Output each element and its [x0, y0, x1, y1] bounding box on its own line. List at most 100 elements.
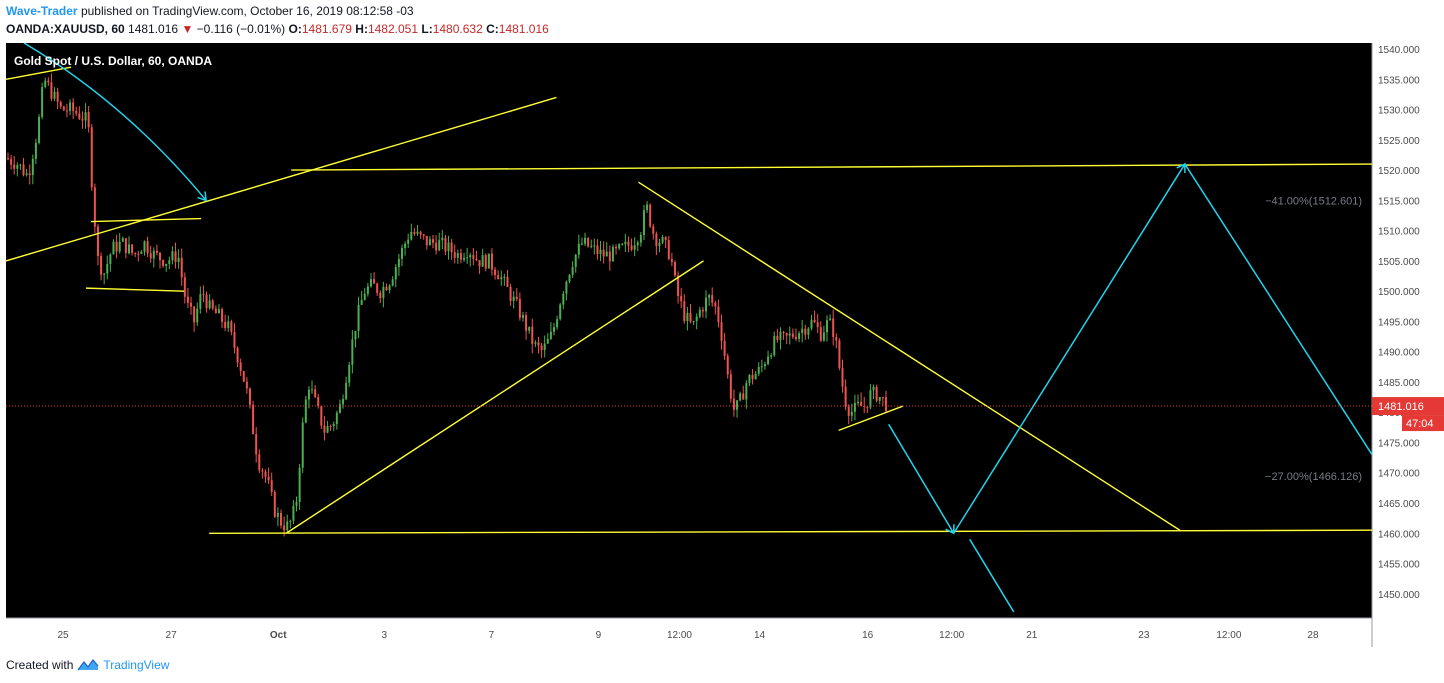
candle-body [366, 286, 369, 294]
candle-body [670, 259, 673, 263]
x-tick-label: 12:00 [1216, 630, 1241, 641]
symbol-label[interactable]: OANDA:XAUUSD, 60 [6, 22, 125, 36]
candle-body [345, 382, 348, 400]
candle-body [149, 253, 152, 259]
candle-body [494, 269, 497, 275]
candle-body [512, 296, 515, 301]
candle-body [723, 340, 726, 356]
chart-area[interactable]: −41.00%(1512.601) −27.00%(1466.126) 1450.… [6, 43, 1444, 647]
candle-body [875, 386, 878, 401]
candle-body [506, 276, 509, 287]
candle-body [711, 295, 714, 303]
candle-body [165, 263, 168, 266]
candle-body [428, 239, 431, 246]
candle-body [13, 164, 16, 169]
candle-body [705, 297, 708, 312]
candle-body [773, 335, 776, 356]
y-tick-label: 1485.000 [1378, 378, 1420, 389]
candle-body [571, 266, 574, 275]
candle-body [500, 277, 503, 280]
candle-body [400, 248, 403, 259]
candle-body [131, 244, 134, 253]
candle-body [546, 338, 549, 344]
candle-body [453, 252, 456, 258]
x-tick-label: 25 [57, 630, 69, 641]
candle-body [742, 393, 745, 400]
candle-body [159, 252, 162, 261]
y-tick-label: 1505.000 [1378, 257, 1420, 268]
candle-body [763, 364, 766, 367]
candle-body [180, 257, 183, 278]
candle-body [559, 304, 562, 320]
time-axis[interactable] [6, 618, 1372, 647]
tradingview-link[interactable]: TradingView [103, 658, 170, 672]
candle-body [59, 101, 62, 107]
candle-body [760, 366, 763, 368]
candle-body [441, 237, 444, 241]
candle-body [794, 336, 797, 339]
candle-body [391, 279, 394, 286]
candle-body [75, 110, 78, 114]
candle-body [801, 328, 804, 334]
candle-body [258, 454, 261, 471]
candle-body [109, 254, 112, 265]
y-tick-label: 1525.000 [1378, 136, 1420, 147]
fib-label: −41.00%(1512.601) [1265, 195, 1362, 207]
candle-body [447, 242, 450, 252]
candle-body [16, 165, 19, 169]
candle-body [534, 342, 537, 344]
candle-body [31, 158, 34, 176]
candle-body [776, 335, 779, 340]
candle-body [118, 241, 121, 252]
candle-body [785, 333, 788, 336]
trendline [285, 260, 704, 534]
candle-body [562, 293, 565, 305]
candle-body [726, 355, 729, 375]
candle-body [217, 309, 220, 314]
candle-body [369, 279, 372, 287]
candle-body [844, 386, 847, 407]
candle-body [652, 226, 655, 234]
plot-background[interactable] [6, 43, 1372, 618]
candle-body [295, 501, 298, 506]
candle-body [199, 294, 202, 309]
price-chart[interactable]: −41.00%(1512.601) −27.00%(1466.126) 1450.… [6, 43, 1444, 647]
candle-body [866, 406, 869, 408]
candle-body [689, 312, 692, 322]
candle-body [577, 243, 580, 255]
candle-body [103, 273, 106, 275]
candle-body [618, 244, 621, 249]
candle-body [264, 471, 267, 477]
candle-body [841, 368, 844, 387]
candles [7, 73, 887, 537]
last-price-text: 1481.016 [1378, 401, 1424, 413]
y-tick-label: 1515.000 [1378, 196, 1420, 207]
price-axis[interactable] [1372, 43, 1444, 647]
candle-body [233, 331, 236, 348]
candle-body [655, 233, 658, 246]
candle-body [590, 245, 593, 247]
y-tick-label: 1540.000 [1378, 45, 1420, 56]
candle-body [416, 231, 419, 234]
candle-body [540, 345, 543, 351]
candle-body [475, 258, 478, 261]
high-label: H: [355, 22, 368, 36]
candle-body [484, 255, 487, 269]
candle-body [404, 243, 407, 249]
candle-body [717, 306, 720, 323]
candle-body [348, 364, 351, 383]
candle-body [360, 299, 363, 305]
candle-body [444, 237, 447, 252]
trendline [6, 96, 557, 262]
candle-body [276, 512, 279, 517]
y-tick-label: 1455.000 [1378, 560, 1420, 571]
chart-title: Gold Spot / U.S. Dollar, 60, OANDA [14, 54, 212, 68]
candle-body [503, 276, 506, 278]
y-tick-label: 1490.000 [1378, 348, 1420, 359]
author-link[interactable]: Wave-Trader [6, 4, 78, 18]
candle-body [255, 434, 258, 455]
candle-body [853, 403, 856, 412]
candle-body [556, 319, 559, 328]
last-price-marker: 1481.016 47:04 [1372, 397, 1444, 432]
candle-body [664, 237, 667, 241]
